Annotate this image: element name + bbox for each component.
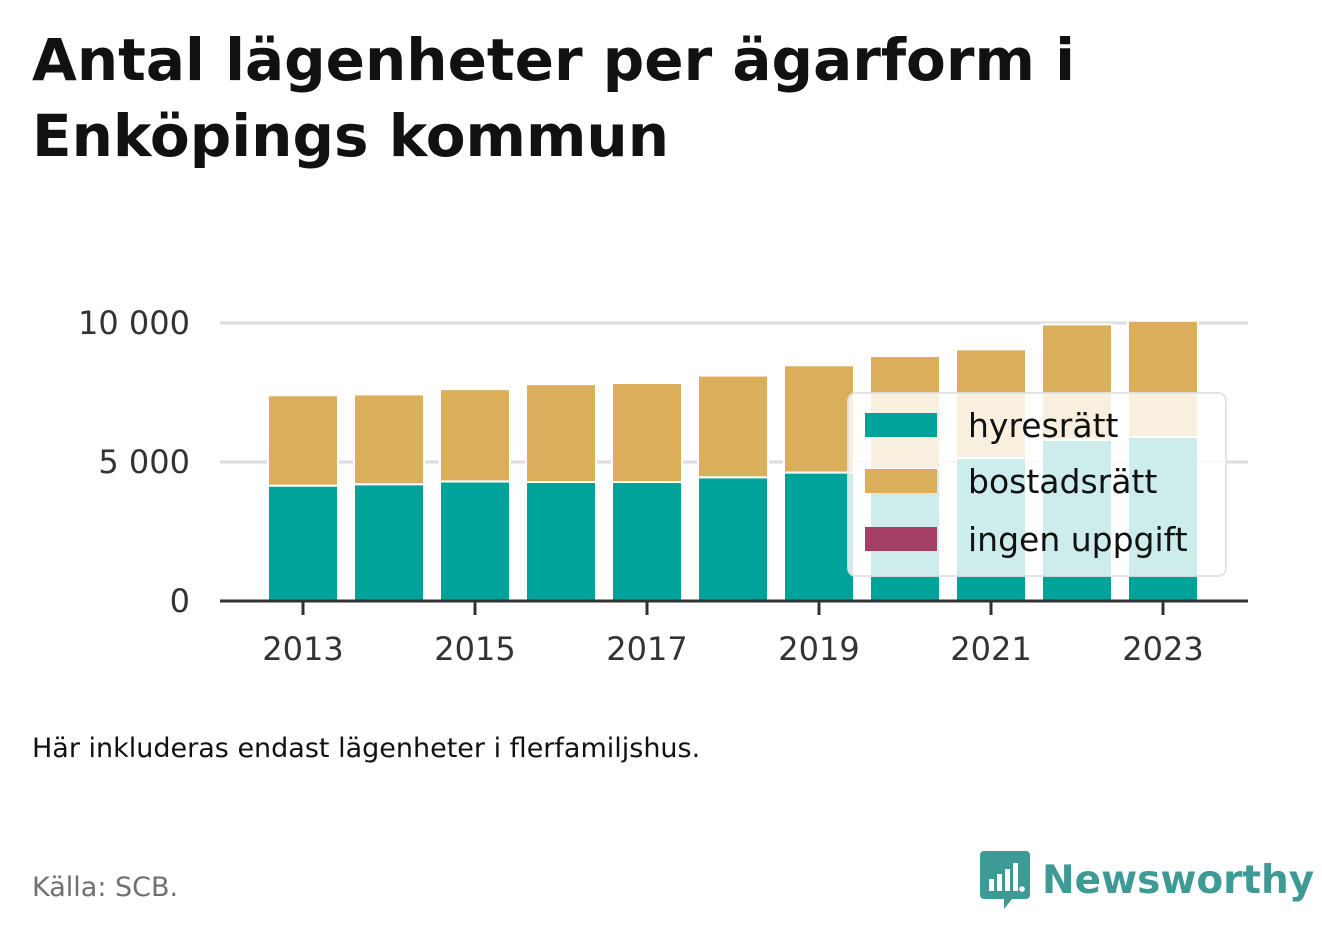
chart-note: Här inkluderas endast lägenheter i flerf… [32,733,701,764]
y-tick-label: 5 000 [98,443,190,481]
legend-swatch-bostadsrätt [865,469,937,493]
brand-name: Newsworthy [1042,857,1315,903]
legend-swatch-ingen-uppgift [865,527,937,551]
chart-title: Antal lägenheter per ägarform i Enköping… [32,26,1076,170]
newsworthy-logo-icon [980,851,1030,909]
bar-bostadsrätt-2019 [783,364,855,474]
source-text: Källa: SCB. [32,872,179,903]
y-tick-label: 10 000 [78,304,190,342]
bar-bostadsrätt-2018 [697,374,769,479]
legend-label: ingen uppgift [968,520,1188,559]
bar-bostadsrätt-2015 [439,388,511,483]
legend-box [847,392,1227,577]
bar-hyresrätt-2017 [611,481,683,602]
x-tick-label: 2021 [950,630,1031,668]
bar-hyresrätt-2016 [525,481,597,602]
bar-hyresrätt-2019 [783,471,855,602]
legend-label: bostadsrätt [968,462,1157,501]
x-tick-label: 2013 [262,630,343,668]
bar-bostadsrätt-2013 [267,394,339,487]
bar-bostadsrätt-2017 [611,382,683,484]
legend: hyresrätt bostadsrätt ingen uppgift [847,392,1227,577]
bar-hyresrätt-2014 [353,483,425,602]
bar-bostadsrätt-2014 [353,393,425,486]
bar-hyresrätt-2018 [697,476,769,603]
legend-label: hyresrätt [968,406,1119,445]
legend-swatch-hyresrätt [865,413,937,437]
brand-logo[interactable]: Newsworthy [980,850,1314,910]
x-tick-label: 2017 [606,630,687,668]
bar-hyresrätt-2013 [267,484,339,603]
y-tick-label: 0 [170,582,190,620]
bar-hyresrätt-2015 [439,480,511,602]
axes: 0 5 000 10 000 2013 2015 2017 2019 2021 2023 [78,304,1248,668]
x-tick-label: 2019 [778,630,859,668]
x-tick-label: 2023 [1122,630,1203,668]
bar-bostadsrätt-2016 [525,383,597,484]
x-tick-label: 2015 [434,630,515,668]
